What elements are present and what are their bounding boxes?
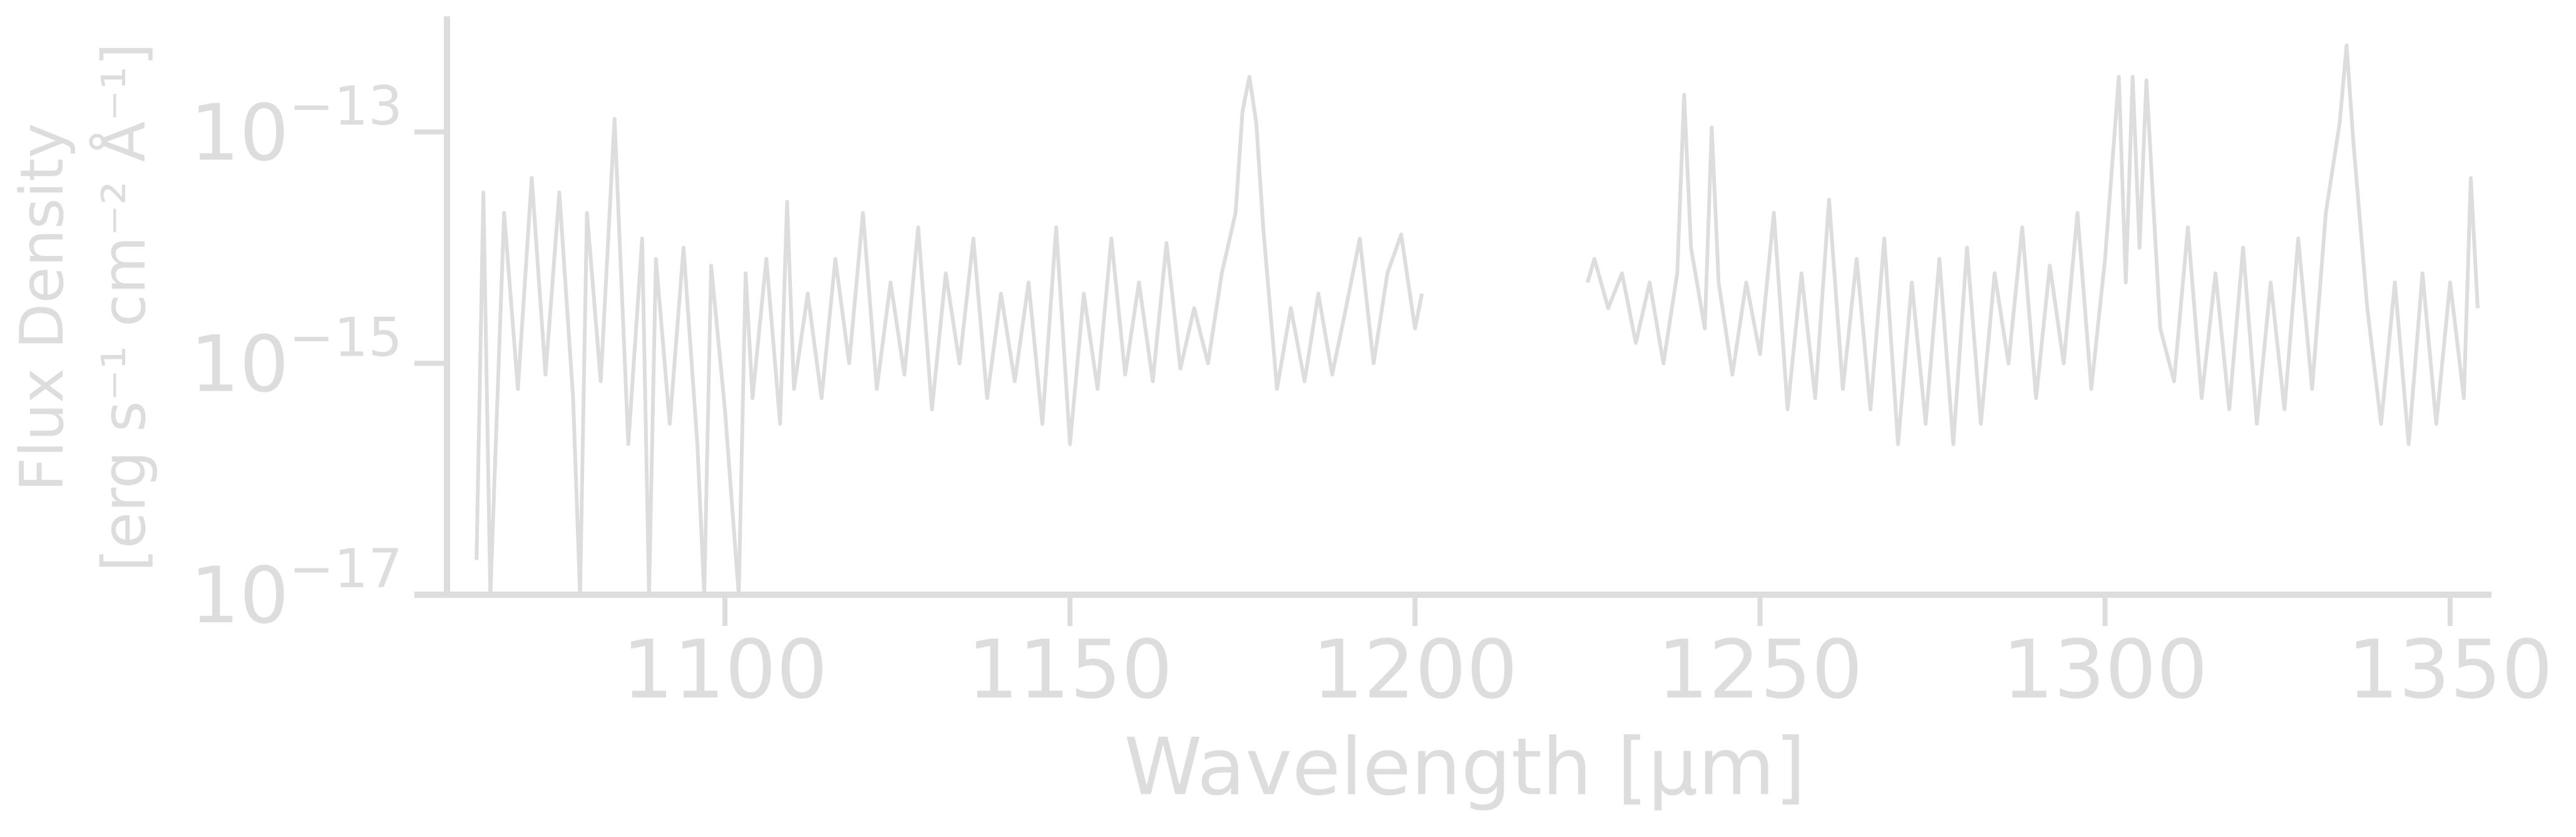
x-tick-label: 1250 [1657,623,1862,717]
y-tick-exponent: −15 [289,307,403,369]
x-tick-label: 1200 [1312,623,1517,717]
y-tick-base: 10 [190,320,289,410]
x-tick-label: 1350 [2348,623,2553,717]
x-tick-label: 1150 [967,623,1173,717]
x-tick-label: 1300 [2003,623,2208,717]
y-axis-label: [erg s⁻¹ cm⁻² Å⁻¹] [90,43,159,572]
y-tick-label: 10−17 [190,538,403,641]
x-axis-label: Wavelength [μm] [1124,721,1806,813]
y-tick-exponent: −17 [289,538,403,600]
x-tick-label: 1100 [622,623,828,717]
spectrum-line [475,43,2480,597]
y-tick-label: 10−15 [190,307,403,410]
y-tick-base: 10 [190,88,289,178]
y-axis-label: Flux Density [8,123,77,492]
y-tick-base: 10 [190,551,289,641]
y-tick-label: 10−13 [190,75,403,178]
y-tick-exponent: −13 [289,75,403,138]
